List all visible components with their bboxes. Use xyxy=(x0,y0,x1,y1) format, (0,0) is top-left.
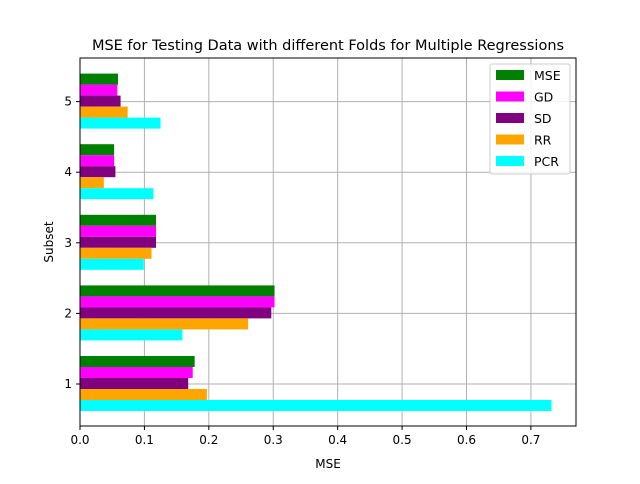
bar-sd-subset-4 xyxy=(80,166,116,178)
y-tick-label: 2 xyxy=(64,306,72,320)
bar-sd-subset-3 xyxy=(80,236,157,248)
bar-mse-subset-2 xyxy=(80,285,275,297)
bar-rr-subset-3 xyxy=(80,247,152,259)
x-tick-label: 0.4 xyxy=(328,433,347,447)
bar-gd-subset-2 xyxy=(80,296,275,308)
bar-sd-subset-1 xyxy=(80,378,189,389)
legend-label-pcr: PCR xyxy=(534,154,559,169)
legend-swatch-gd xyxy=(496,91,524,102)
axis-ticks: 0.0 0.1 0.2 0.3 0.4 0.5 0.6 0.7 1 2 3 4 5 xyxy=(64,95,540,447)
y-tick-label: 4 xyxy=(64,165,72,179)
legend-swatch-rr xyxy=(496,134,524,145)
bar-rr-subset-5 xyxy=(80,106,128,118)
legend-swatch-pcr xyxy=(496,156,524,166)
y-tick-label: 1 xyxy=(64,377,72,391)
bar-gd-subset-5 xyxy=(80,84,118,96)
x-tick-label: 0.0 xyxy=(70,433,89,447)
bar-pcr-subset-1 xyxy=(80,400,552,411)
legend-swatch-mse xyxy=(496,70,524,80)
x-tick-label: 0.5 xyxy=(393,433,412,447)
y-axis-label: Subset xyxy=(42,221,56,262)
bar-sd-subset-2 xyxy=(80,307,272,319)
bar-gd-subset-4 xyxy=(80,155,115,167)
y-tick-label: 5 xyxy=(64,95,72,109)
x-tick-label: 0.3 xyxy=(264,433,283,447)
x-tick-label: 0.7 xyxy=(521,433,540,447)
bar-sd-subset-5 xyxy=(80,95,121,107)
bar-rr-subset-2 xyxy=(80,318,249,330)
legend: MSE GD SD RR PCR xyxy=(489,63,571,175)
legend-label-sd: SD xyxy=(534,111,552,126)
bar-pcr-subset-3 xyxy=(80,258,144,270)
bar-mse-subset-4 xyxy=(80,144,115,156)
legend-swatch-sd xyxy=(496,113,524,123)
legend-label-rr: RR xyxy=(534,133,552,148)
bar-gd-subset-1 xyxy=(80,367,193,378)
x-axis-label: MSE xyxy=(315,457,341,471)
bar-pcr-subset-2 xyxy=(80,329,183,341)
bar-rr-subset-4 xyxy=(80,177,104,189)
bar-mse-subset-1 xyxy=(80,356,195,367)
x-tick-label: 0.6 xyxy=(457,433,476,447)
chart-title: MSE for Testing Data with different Fold… xyxy=(92,38,564,54)
bar-mse-subset-3 xyxy=(80,214,157,226)
legend-label-mse: MSE xyxy=(534,68,561,83)
plot-frame xyxy=(79,57,577,427)
bars xyxy=(80,73,552,411)
x-tick-label: 0.2 xyxy=(199,433,218,447)
x-tick-label: 0.1 xyxy=(135,433,154,447)
bar-pcr-subset-5 xyxy=(80,117,161,129)
bar-gd-subset-3 xyxy=(80,225,157,237)
y-tick-label: 3 xyxy=(64,236,72,250)
legend-label-gd: GD xyxy=(534,90,553,105)
bar-mse-subset-5 xyxy=(80,73,119,85)
bar-pcr-subset-4 xyxy=(80,188,154,200)
bar-rr-subset-1 xyxy=(80,389,207,400)
